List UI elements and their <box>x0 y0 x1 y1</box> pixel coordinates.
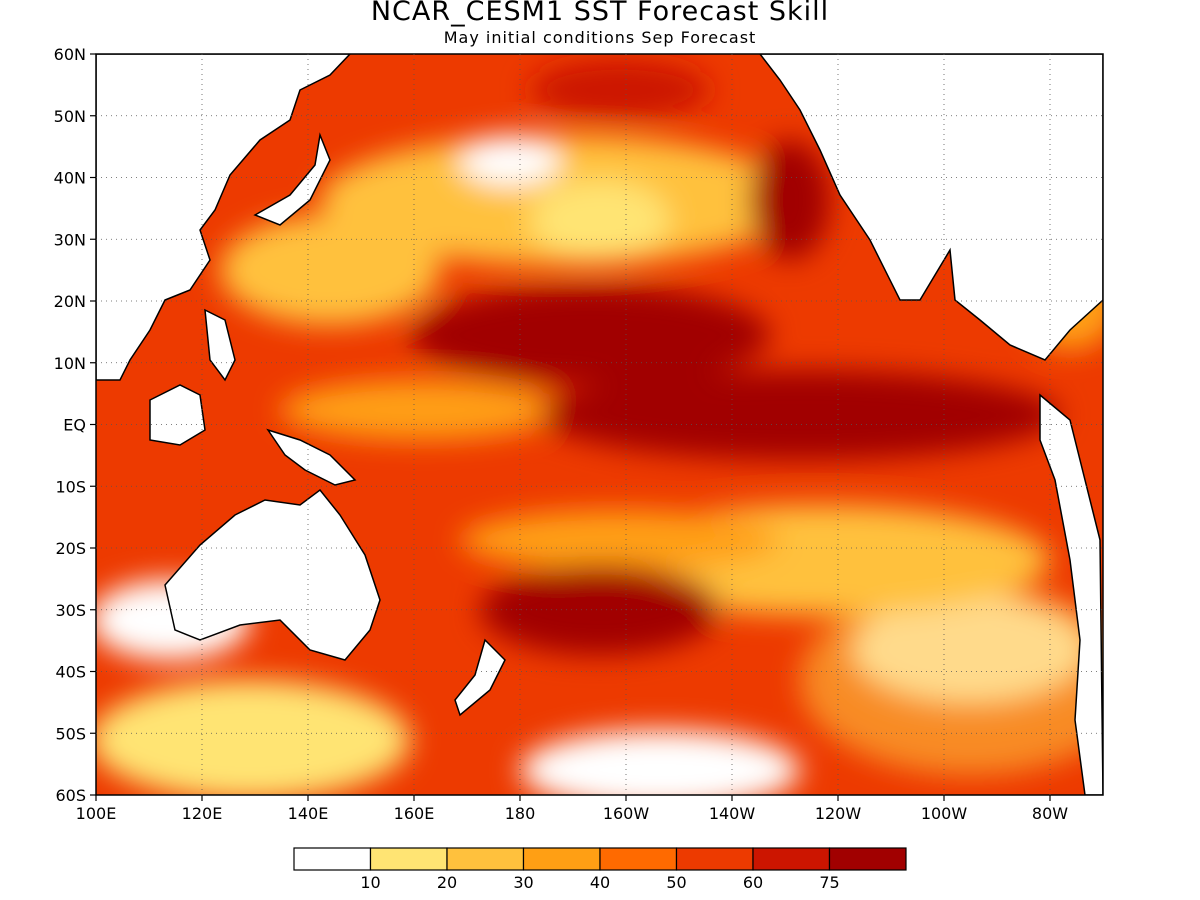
lon-label: 80W <box>1032 804 1068 823</box>
lon-label: 140W <box>709 804 756 823</box>
map-subtitle: May initial conditions Sep Forecast <box>443 28 757 47</box>
japan-land <box>253 132 331 226</box>
colorbar-swatch <box>828 847 907 871</box>
sst-skill-field <box>96 54 1103 795</box>
south-america-land <box>1039 393 1103 795</box>
colorbar-label: 30 <box>513 873 533 892</box>
lon-label: 180 <box>505 804 536 823</box>
colorbar-label: 10 <box>360 873 380 892</box>
lon-label: 140E <box>288 804 329 823</box>
colorbar-swatch <box>446 847 525 871</box>
asia-land <box>96 54 352 381</box>
new-guinea-land <box>266 428 357 486</box>
australia-land <box>164 488 381 661</box>
lat-label: 50S <box>55 724 86 743</box>
colorbar-label: 20 <box>437 873 457 892</box>
colorbar-swatch <box>369 847 448 871</box>
colorbar-swatch <box>752 847 831 871</box>
colorbar-swatch <box>675 847 754 871</box>
lat-label: 20S <box>55 539 86 558</box>
colorbar-label: 60 <box>743 873 763 892</box>
lon-label: 160E <box>394 804 435 823</box>
lat-label: 40N <box>54 169 86 188</box>
borneo-land <box>149 384 206 446</box>
colorbar-swatch <box>293 847 372 871</box>
lat-label: 10S <box>55 477 86 496</box>
lat-label: 10N <box>54 354 86 373</box>
lon-label: 100W <box>921 804 968 823</box>
continents <box>96 54 1103 795</box>
colorbar: 10 20 30 40 50 60 75 <box>293 847 907 892</box>
colorbar-label: 40 <box>590 873 610 892</box>
lat-label: 30S <box>55 601 86 620</box>
lat-label: 40S <box>55 663 86 682</box>
north-america-land <box>759 54 1103 361</box>
lon-label: 120W <box>815 804 862 823</box>
lat-label: 60S <box>55 786 86 805</box>
longitude-labels: 100E 120E 140E 160E 180 160W 140W 120W 100W 80W <box>76 804 1069 823</box>
lon-label: 160W <box>603 804 650 823</box>
lat-label: 30N <box>54 230 86 249</box>
latitude-labels: 60N 50N 40N 30N 20N 10N EQ 10S 20S 30S 40S 50S 60S <box>54 45 86 805</box>
graticule <box>90 53 1103 801</box>
new-zealand-land <box>454 638 506 717</box>
map-title: NCAR_CESM1 SST Forecast Skill <box>370 0 830 27</box>
lat-label: EQ <box>63 416 86 435</box>
colorbar-label: 75 <box>819 873 839 892</box>
lat-label: 50N <box>54 107 86 126</box>
lon-label: 100E <box>76 804 117 823</box>
lon-label: 120E <box>182 804 223 823</box>
lat-label: 20N <box>54 292 86 311</box>
colorbar-label: 50 <box>666 873 686 892</box>
colorbar-swatch <box>599 847 678 871</box>
colorbar-swatch <box>522 847 601 871</box>
lat-label: 60N <box>54 45 86 64</box>
philippines-land <box>204 308 236 382</box>
